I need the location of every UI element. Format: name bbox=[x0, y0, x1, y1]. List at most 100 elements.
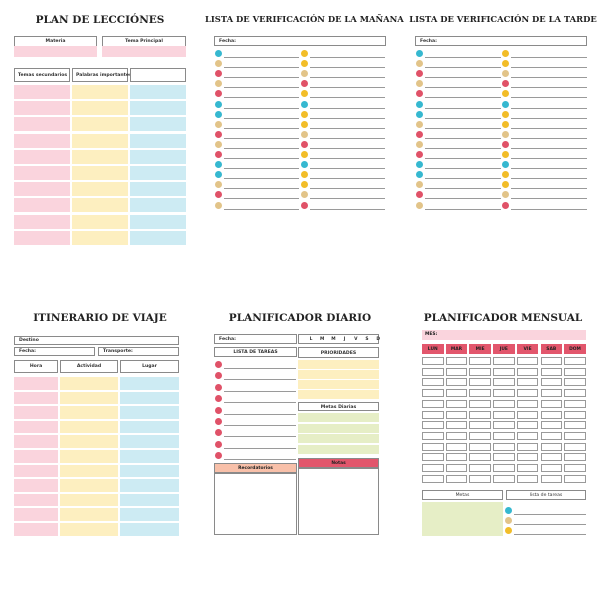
lesson-cell[interactable] bbox=[72, 182, 128, 197]
checklist-line[interactable] bbox=[425, 208, 501, 210]
calendar-day-cell[interactable] bbox=[540, 389, 562, 398]
checklist-line[interactable] bbox=[224, 77, 299, 79]
checklist-line[interactable] bbox=[310, 188, 385, 190]
lesson-cell[interactable] bbox=[72, 149, 128, 164]
travel-cell[interactable] bbox=[60, 406, 118, 419]
checklist-line[interactable] bbox=[511, 178, 587, 180]
calendar-day-cell[interactable] bbox=[516, 410, 539, 419]
checkbox-dot[interactable] bbox=[215, 120, 222, 128]
checkbox-dot[interactable] bbox=[502, 120, 509, 128]
calendar-day-cell[interactable] bbox=[493, 442, 515, 451]
checkbox-dot[interactable] bbox=[301, 130, 308, 138]
checklist-line[interactable] bbox=[224, 198, 299, 200]
travel-cell[interactable] bbox=[14, 450, 58, 463]
calendar-day-cell[interactable] bbox=[469, 421, 491, 430]
travel-cell[interactable] bbox=[14, 464, 58, 478]
lesson-cell[interactable] bbox=[72, 85, 128, 99]
travel-cell[interactable] bbox=[60, 435, 118, 448]
travel-cell[interactable] bbox=[120, 508, 179, 521]
checklist-line[interactable] bbox=[511, 97, 587, 99]
checkbox-dot[interactable] bbox=[502, 140, 509, 148]
weekday-letter[interactable]: L bbox=[309, 337, 313, 342]
checkbox-dot[interactable] bbox=[416, 110, 423, 118]
checkbox-dot[interactable] bbox=[502, 90, 509, 98]
lesson-cell[interactable] bbox=[130, 230, 186, 245]
subject-value[interactable] bbox=[14, 46, 97, 57]
checkbox-dot[interactable] bbox=[215, 80, 222, 88]
calendar-day-cell[interactable] bbox=[516, 474, 539, 483]
checkbox-dot[interactable] bbox=[416, 140, 423, 148]
checklist-line[interactable] bbox=[425, 198, 501, 200]
calendar-day-cell[interactable] bbox=[564, 453, 586, 462]
checklist-line[interactable] bbox=[425, 117, 501, 119]
reminders-area[interactable] bbox=[214, 473, 297, 535]
calendar-day-cell[interactable] bbox=[445, 378, 468, 387]
calendar-day-cell[interactable] bbox=[516, 378, 539, 387]
travel-date-field[interactable]: Fecha: bbox=[14, 347, 95, 356]
checklist-line[interactable] bbox=[310, 67, 385, 69]
calendar-day-cell[interactable] bbox=[564, 442, 586, 451]
task-dot[interactable] bbox=[215, 418, 222, 425]
monthly-task-line[interactable] bbox=[514, 514, 586, 515]
calendar-day-cell[interactable] bbox=[516, 464, 539, 472]
calendar-day-cell[interactable] bbox=[564, 431, 586, 440]
travel-cell[interactable] bbox=[60, 508, 118, 521]
checkbox-dot[interactable] bbox=[502, 80, 509, 88]
checkbox-dot[interactable] bbox=[215, 151, 222, 158]
calendar-day-cell[interactable] bbox=[445, 367, 468, 376]
calendar-day-cell[interactable] bbox=[422, 389, 444, 398]
checkbox-dot[interactable] bbox=[502, 70, 509, 78]
checklist-line[interactable] bbox=[511, 127, 587, 129]
travel-cell[interactable] bbox=[60, 377, 118, 390]
travel-cell[interactable] bbox=[14, 493, 58, 507]
lesson-cell[interactable] bbox=[130, 133, 186, 148]
calendar-day-cell[interactable] bbox=[516, 421, 539, 430]
checklist-line[interactable] bbox=[224, 117, 299, 119]
checkbox-dot[interactable] bbox=[301, 60, 308, 68]
travel-cell[interactable] bbox=[14, 479, 58, 492]
checklist-line[interactable] bbox=[425, 168, 501, 170]
calendar-day-cell[interactable] bbox=[493, 378, 515, 387]
weekday-letter[interactable]: M bbox=[331, 337, 336, 342]
task-line[interactable] bbox=[224, 459, 296, 461]
calendar-day-cell[interactable] bbox=[469, 474, 491, 483]
checklist-line[interactable] bbox=[511, 208, 587, 210]
weekday-letter[interactable]: M bbox=[320, 337, 325, 342]
checkbox-dot[interactable] bbox=[301, 50, 308, 57]
travel-cell[interactable] bbox=[14, 523, 58, 536]
checkbox-dot[interactable] bbox=[301, 171, 308, 179]
lesson-cell[interactable] bbox=[14, 117, 70, 132]
checklist-line[interactable] bbox=[425, 77, 501, 79]
weekday-letter[interactable]: J bbox=[343, 337, 346, 342]
travel-cell[interactable] bbox=[14, 391, 58, 405]
checkbox-dot[interactable] bbox=[215, 201, 222, 209]
calendar-day-cell[interactable] bbox=[422, 367, 444, 376]
travel-cell[interactable] bbox=[60, 420, 118, 434]
calendar-day-cell[interactable] bbox=[445, 453, 468, 462]
calendar-day-cell[interactable] bbox=[469, 378, 491, 387]
lesson-cell[interactable] bbox=[130, 117, 186, 132]
task-line[interactable] bbox=[224, 447, 296, 449]
checkbox-dot[interactable] bbox=[416, 171, 423, 179]
calendar-day-cell[interactable] bbox=[540, 367, 562, 376]
lesson-cell[interactable] bbox=[130, 85, 186, 99]
checkbox-dot[interactable] bbox=[301, 191, 308, 199]
checklist-line[interactable] bbox=[224, 147, 299, 149]
checkbox-dot[interactable] bbox=[215, 100, 222, 108]
travel-cell[interactable] bbox=[60, 493, 118, 507]
priority-row[interactable] bbox=[298, 380, 379, 389]
travel-cell[interactable] bbox=[60, 479, 118, 492]
morning-date-field[interactable]: Fecha: bbox=[214, 36, 386, 46]
travel-cell[interactable] bbox=[60, 464, 118, 478]
checkbox-dot[interactable] bbox=[215, 90, 222, 98]
checkbox-dot[interactable] bbox=[215, 60, 222, 68]
goal-row[interactable] bbox=[298, 444, 379, 454]
task-dot[interactable] bbox=[215, 361, 222, 368]
checklist-line[interactable] bbox=[511, 87, 587, 89]
lesson-cell[interactable] bbox=[14, 149, 70, 164]
travel-cell[interactable] bbox=[14, 420, 58, 434]
calendar-day-cell[interactable] bbox=[540, 442, 562, 451]
checklist-line[interactable] bbox=[425, 97, 501, 99]
calendar-day-cell[interactable] bbox=[493, 431, 515, 440]
checkbox-dot[interactable] bbox=[301, 181, 308, 189]
